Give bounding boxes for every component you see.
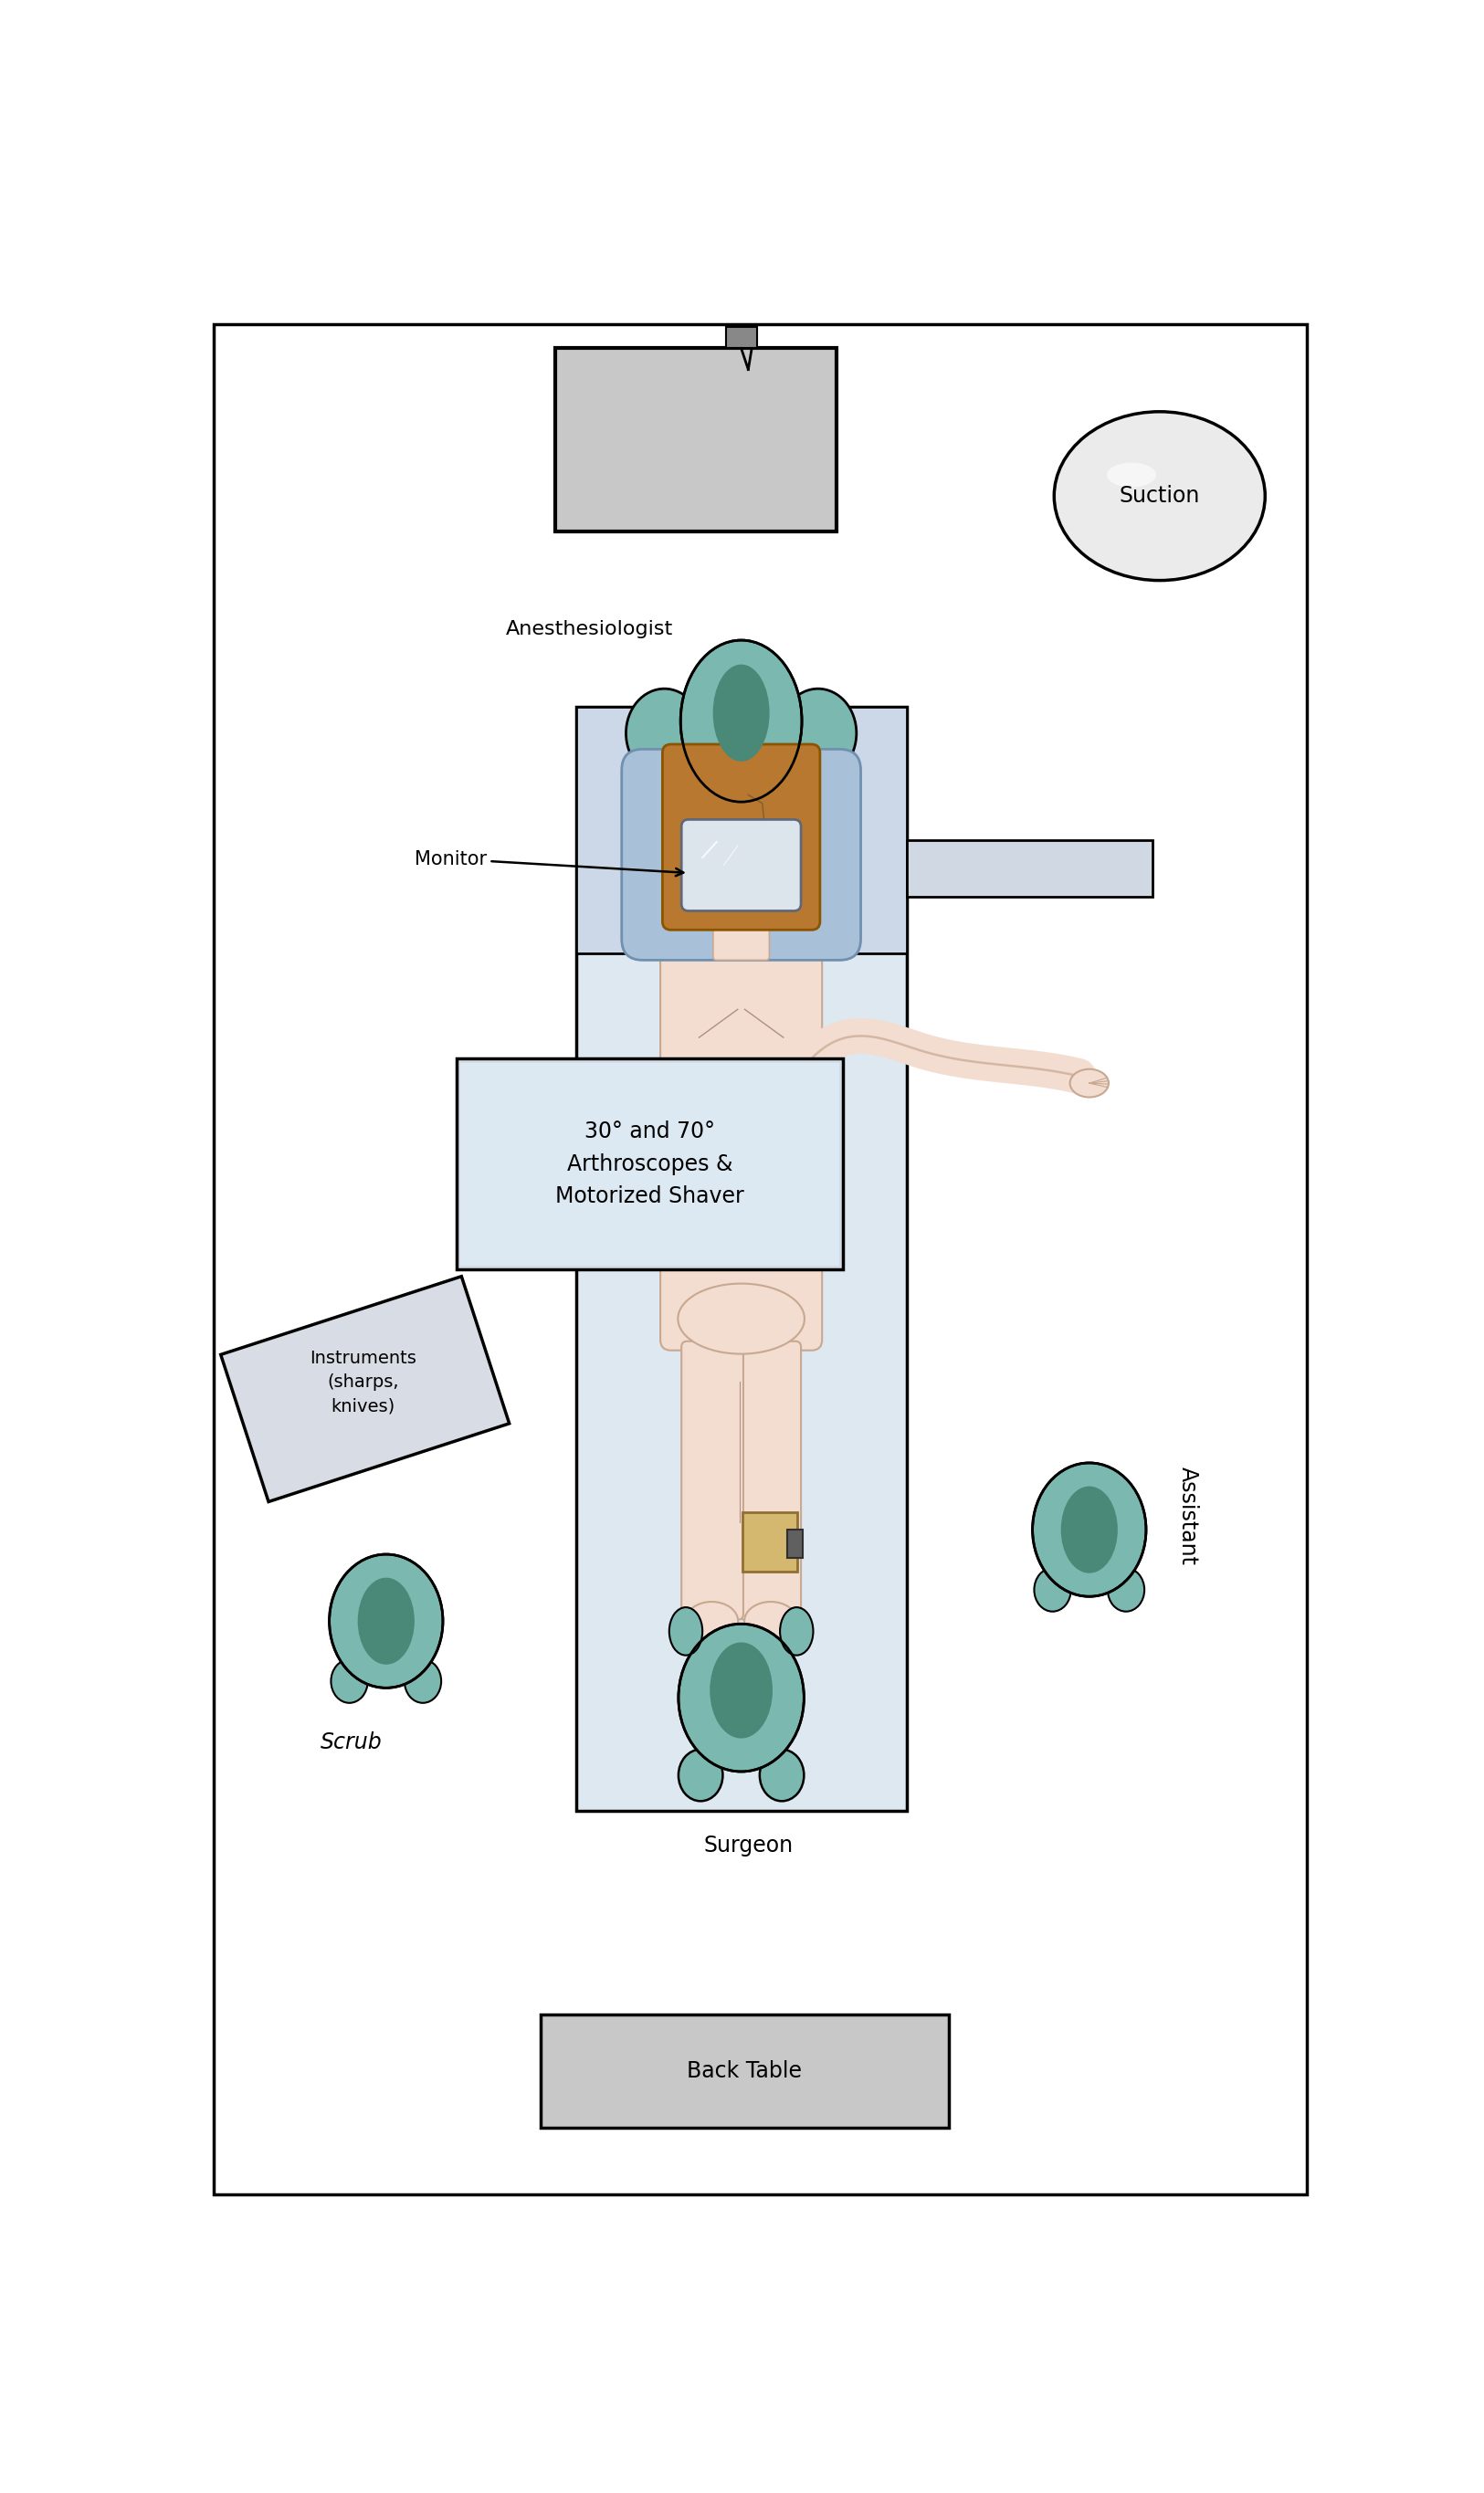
Ellipse shape	[329, 1553, 442, 1688]
Text: 30° and 70°
Arthroscopes &
Motorized Shaver: 30° and 70° Arthroscopes & Motorized Sha…	[555, 1122, 743, 1207]
Ellipse shape	[358, 1578, 414, 1665]
Ellipse shape	[712, 666, 770, 760]
Ellipse shape	[779, 688, 856, 778]
FancyBboxPatch shape	[622, 750, 861, 960]
Ellipse shape	[760, 1750, 804, 1800]
Ellipse shape	[686, 1601, 738, 1640]
FancyBboxPatch shape	[576, 708, 907, 1810]
FancyBboxPatch shape	[726, 327, 757, 349]
Ellipse shape	[1061, 1486, 1117, 1573]
Text: Suction: Suction	[1119, 486, 1201, 506]
Text: Monitor: Monitor	[414, 850, 684, 875]
Ellipse shape	[1034, 1568, 1071, 1610]
Ellipse shape	[709, 1643, 773, 1738]
Ellipse shape	[678, 1284, 804, 1354]
FancyBboxPatch shape	[681, 1341, 743, 1620]
Text: Back Table: Back Table	[687, 2059, 803, 2082]
Text: Anesthesiologist: Anesthesiologist	[506, 621, 674, 638]
FancyBboxPatch shape	[460, 1062, 838, 1266]
Ellipse shape	[781, 1608, 813, 1655]
Ellipse shape	[754, 793, 794, 835]
FancyBboxPatch shape	[555, 349, 835, 531]
Ellipse shape	[626, 688, 703, 778]
Ellipse shape	[1033, 1463, 1146, 1596]
FancyBboxPatch shape	[714, 910, 769, 960]
FancyBboxPatch shape	[787, 1531, 803, 1558]
Ellipse shape	[678, 1750, 723, 1800]
Text: Scrub: Scrub	[321, 1730, 381, 1753]
FancyBboxPatch shape	[681, 820, 801, 910]
Ellipse shape	[1054, 411, 1264, 581]
Ellipse shape	[1070, 1069, 1109, 1097]
Text: Surgeon: Surgeon	[703, 1835, 792, 1857]
Ellipse shape	[331, 1660, 368, 1703]
Ellipse shape	[669, 1608, 702, 1655]
FancyBboxPatch shape	[662, 745, 821, 930]
FancyBboxPatch shape	[576, 708, 907, 952]
FancyBboxPatch shape	[660, 942, 822, 1351]
FancyBboxPatch shape	[540, 2014, 948, 2127]
Text: Assistant: Assistant	[1177, 1466, 1199, 1566]
Ellipse shape	[678, 1623, 804, 1773]
Ellipse shape	[689, 793, 729, 835]
FancyBboxPatch shape	[457, 1060, 843, 1269]
FancyBboxPatch shape	[907, 840, 1153, 897]
Ellipse shape	[1107, 1568, 1144, 1610]
Ellipse shape	[681, 641, 801, 803]
FancyBboxPatch shape	[742, 1513, 797, 1573]
Ellipse shape	[745, 1601, 797, 1640]
FancyBboxPatch shape	[221, 1276, 509, 1501]
Text: Instruments
(sharps,
knives): Instruments (sharps, knives)	[310, 1349, 416, 1416]
FancyBboxPatch shape	[739, 1341, 801, 1620]
Ellipse shape	[405, 1660, 441, 1703]
Ellipse shape	[1107, 464, 1156, 486]
